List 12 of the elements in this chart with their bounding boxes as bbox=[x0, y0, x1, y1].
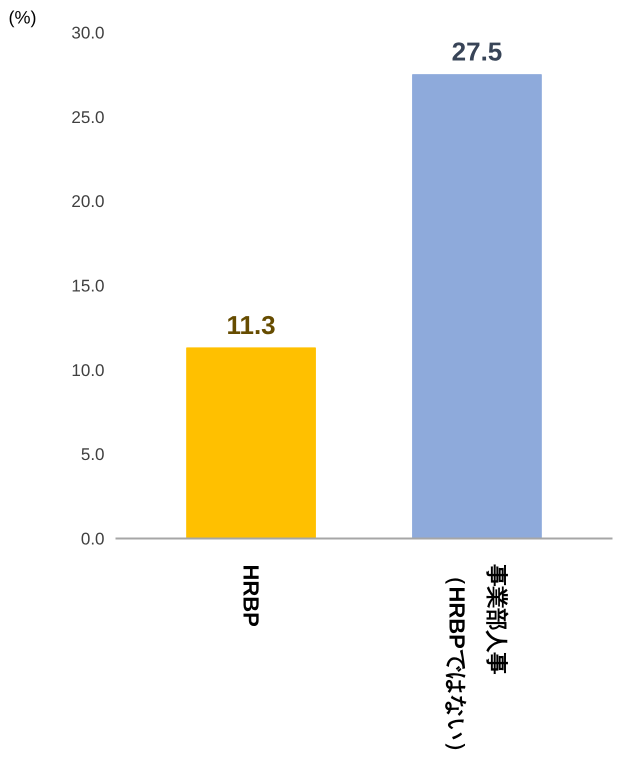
y-tick-label: 10.0 bbox=[71, 360, 105, 380]
y-tick-label: 20.0 bbox=[71, 192, 105, 212]
y-tick-label: 30.0 bbox=[71, 24, 105, 42]
y-tick-label: 5.0 bbox=[80, 445, 105, 464]
y-tick-label: 15.0 bbox=[71, 276, 105, 296]
data-label: 11.3 bbox=[226, 310, 276, 340]
y-tick-label: 0.0 bbox=[80, 530, 105, 548]
data-label: 27.5 bbox=[452, 36, 502, 67]
x-tick-label: 事業部人事（HRBPではない） bbox=[444, 564, 510, 763]
x-tick-label: HRBP bbox=[238, 564, 264, 627]
y-tick-label: 25.0 bbox=[71, 108, 105, 127]
y-axis-title: (%) bbox=[8, 8, 36, 28]
